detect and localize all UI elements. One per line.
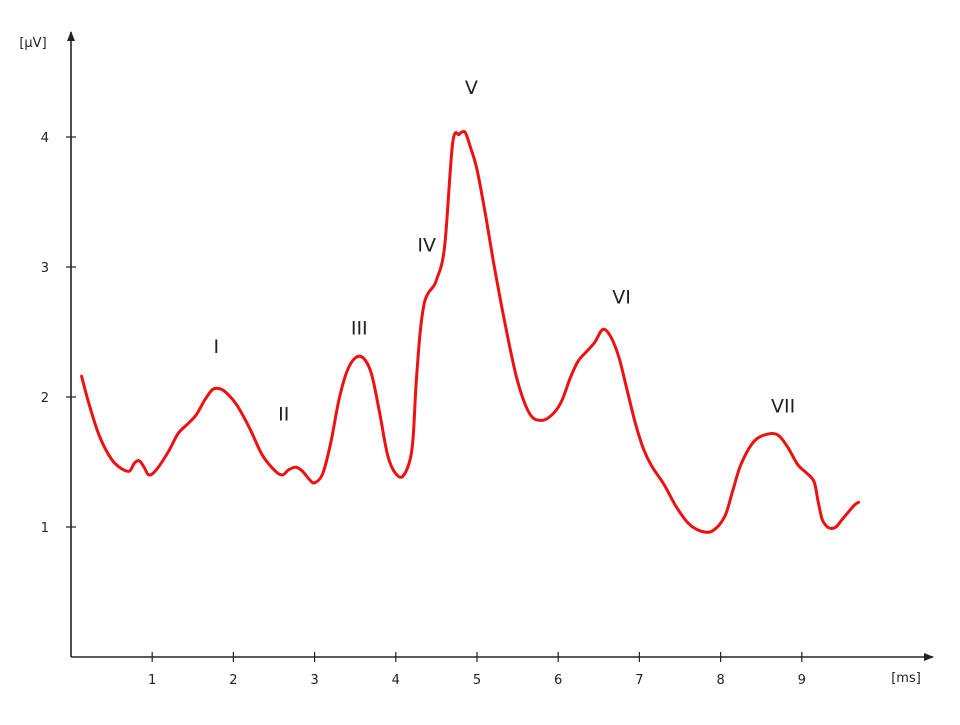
peak-label: VII (771, 396, 795, 418)
y-tick-label: 3 (41, 261, 49, 276)
x-tick-label: 4 (392, 673, 400, 688)
peak-label: V (465, 77, 478, 99)
x-tick-label: 3 (310, 673, 318, 688)
y-ticks: 1 2 3 4 (41, 131, 76, 536)
y-axis-label: [µV] (19, 36, 46, 51)
y-tick-label: 1 (41, 521, 49, 536)
axes: 1 2 3 4 5 6 7 8 9 1 2 3 4 [ms] [µV] (19, 31, 934, 688)
x-ticks: 1 2 3 4 5 6 7 8 9 (148, 652, 806, 688)
x-tick-label: 7 (635, 673, 643, 688)
peak-label: II (278, 403, 289, 425)
x-tick-label: 6 (554, 673, 562, 688)
y-tick-label: 2 (41, 391, 49, 406)
x-tick-label: 2 (229, 673, 237, 688)
peak-label: VI (612, 286, 631, 308)
y-tick-label: 4 (41, 131, 49, 146)
series-layer (80, 129, 861, 534)
x-tick-label: 5 (473, 673, 481, 688)
x-tick-label: 1 (148, 673, 156, 688)
peak-label: III (351, 318, 368, 340)
x-tick-label: 8 (716, 673, 724, 688)
series-line-0 (80, 129, 861, 534)
x-axis-label: [ms] (891, 671, 921, 686)
x-tick-label: 9 (798, 673, 806, 688)
peak-label: IV (417, 234, 436, 256)
peak-label: I (214, 336, 220, 358)
